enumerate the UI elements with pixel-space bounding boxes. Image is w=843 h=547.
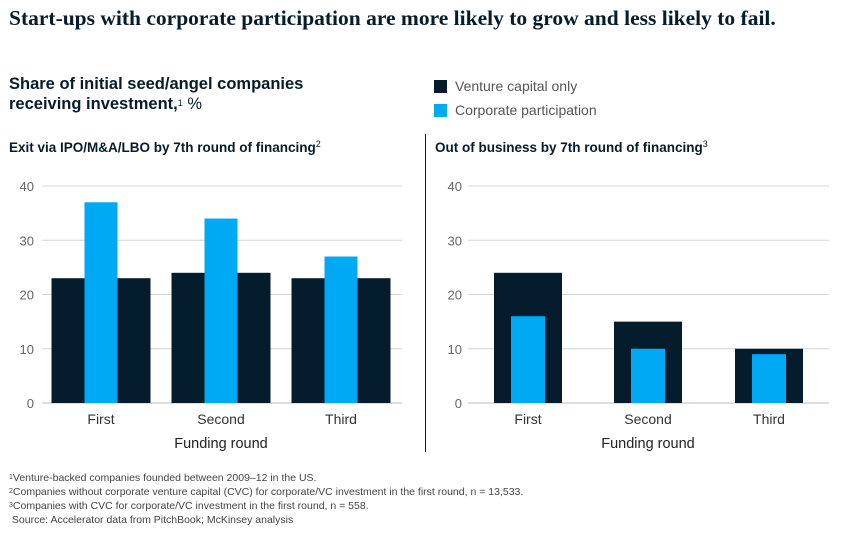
y-tick-label: 30 <box>448 233 462 248</box>
bar-vc-right <box>357 278 391 403</box>
bar-vc-left <box>291 278 325 403</box>
y-tick-label: 10 <box>448 342 462 357</box>
x-category-label: Third <box>753 411 785 427</box>
y-tick-label: 40 <box>20 179 34 194</box>
panel-title-exit: Exit via IPO/M&A/LBO by 7th round of fin… <box>9 139 321 155</box>
panel-title-out-of-business: Out of business by 7th round of financin… <box>435 139 708 155</box>
bar-vc-left <box>51 278 85 403</box>
footnote-2: 2Companies without corporate venture cap… <box>9 485 523 499</box>
footnote-3: 3Companies with CVC for corporate/VC inv… <box>9 499 523 513</box>
legend-label-corporate: Corporate participation <box>455 102 597 118</box>
x-category-label: Second <box>624 411 671 427</box>
bar-corporate <box>324 256 358 403</box>
legend-item-venture-capital: Venture capital only <box>434 74 597 98</box>
footnote-1: 1Venture-backed companies founded betwee… <box>9 471 523 485</box>
y-tick-label: 30 <box>20 233 34 248</box>
bar-corporate <box>204 218 238 403</box>
footnote-3-mark: 3 <box>9 502 13 509</box>
x-category-label: First <box>514 411 541 427</box>
subtitle-footnote-mark: 1 <box>177 98 183 108</box>
footnote-source: Source: Accelerator data from PitchBook;… <box>9 513 523 527</box>
footnote-2-text: Companies without corporate venture capi… <box>12 486 524 498</box>
footnote-2-mark: 2 <box>9 488 13 495</box>
bar-corporate <box>752 354 786 403</box>
x-axis-label: Funding round <box>601 436 695 452</box>
legend-swatch-venture-capital <box>434 79 447 93</box>
panel-title-exit-footnote: 2 <box>315 139 321 149</box>
bar-vc-right <box>117 278 151 403</box>
legend: Venture capital only Corporate participa… <box>434 74 597 122</box>
x-category-label: Third <box>325 411 357 427</box>
y-tick-label: 0 <box>455 396 462 411</box>
y-tick-label: 40 <box>448 179 462 194</box>
bar-vc-right <box>237 272 271 403</box>
bar-corporate <box>84 202 118 403</box>
chart-title: Start-ups with corporate participation a… <box>9 6 776 30</box>
y-tick-label: 20 <box>448 288 462 303</box>
footnote-1-text: Venture-backed companies founded between… <box>12 472 317 484</box>
footnote-3-text: Companies with CVC for corporate/VC inve… <box>12 500 369 512</box>
footnote-1-mark: 1 <box>9 474 13 481</box>
y-tick-label: 20 <box>20 288 34 303</box>
panel-title-exit-text: Exit via IPO/M&A/LBO by 7th round of fin… <box>9 140 316 155</box>
footnote-source-text: Source: Accelerator data from PitchBook;… <box>11 514 294 526</box>
y-tick-label: 0 <box>27 396 34 411</box>
bar-vc-left <box>171 272 205 403</box>
panel-title-oob-text: Out of business by 7th round of financin… <box>435 140 703 155</box>
y-tick-label: 10 <box>20 342 34 357</box>
bar-corporate <box>631 348 665 403</box>
bar-corporate <box>511 316 545 403</box>
x-category-label: Second <box>197 411 244 427</box>
footnotes: 1Venture-backed companies founded betwee… <box>9 471 523 527</box>
subtitle-text: Share of initial seed/angel companies re… <box>9 75 304 113</box>
chart-subtitle: Share of initial seed/angel companies re… <box>9 74 369 114</box>
panel-divider <box>425 134 426 452</box>
x-axis-label: Funding round <box>174 436 268 452</box>
legend-label-venture-capital: Venture capital only <box>455 78 578 94</box>
legend-swatch-corporate <box>434 103 447 117</box>
subtitle-unit: % <box>182 95 203 113</box>
panel-title-oob-footnote: 3 <box>702 139 708 149</box>
legend-item-corporate: Corporate participation <box>434 98 597 122</box>
x-category-label: First <box>87 411 114 427</box>
